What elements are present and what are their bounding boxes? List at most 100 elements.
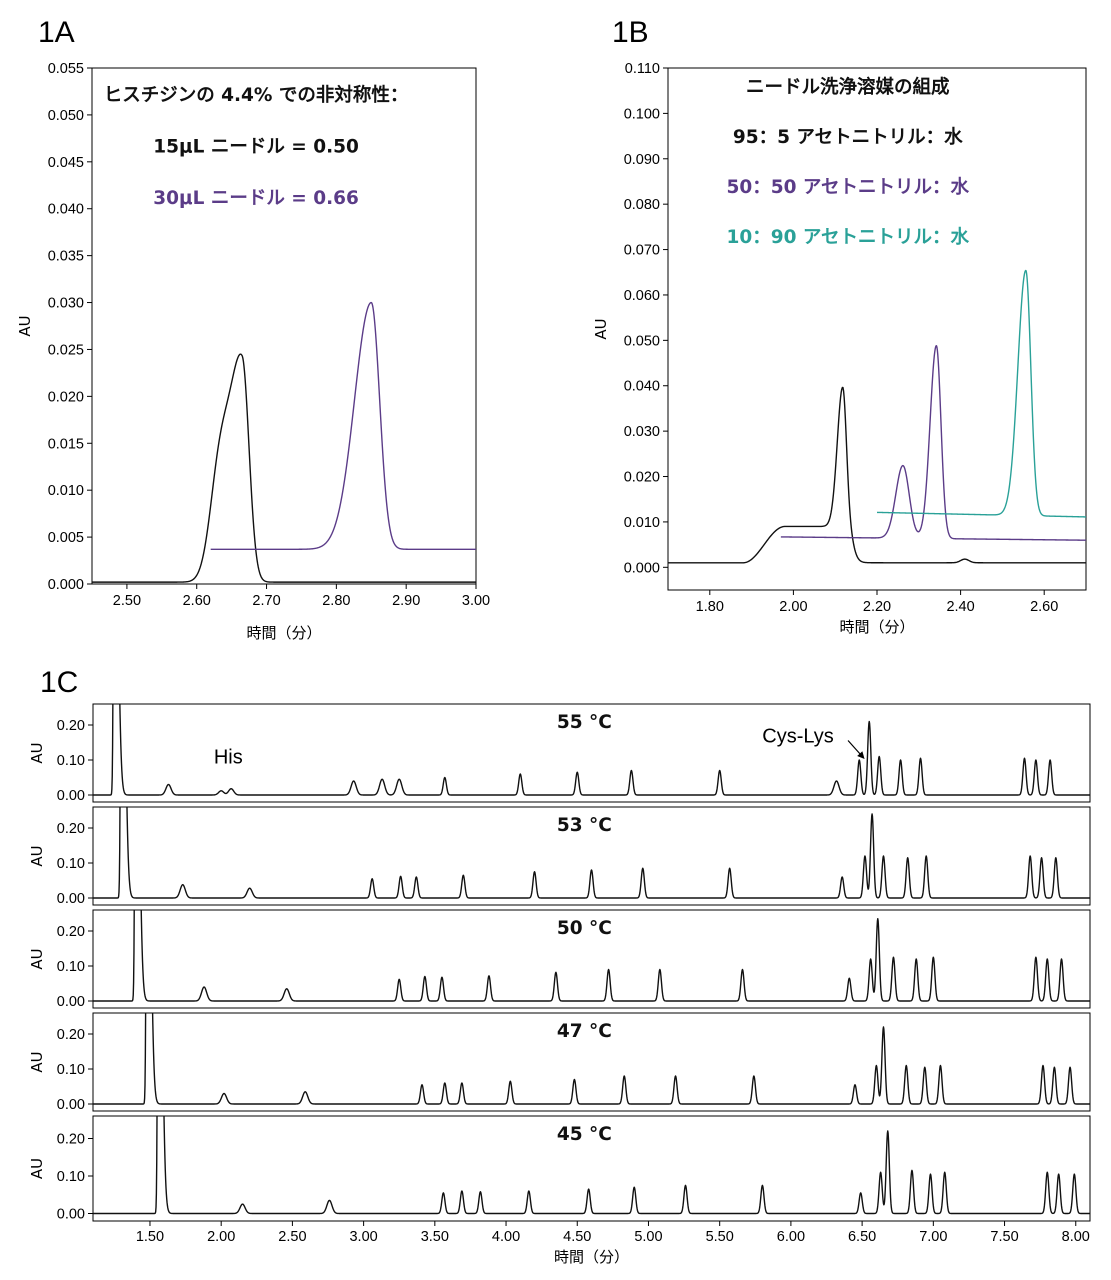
x-axis-label: 時間（分）: [246, 624, 321, 642]
y-axis-label: AU: [28, 742, 46, 763]
chart-1a: 1A 2.50 2.60 2.70 2.80 2.90 3.00 0.000 0.005 0.01…: [16, 16, 490, 642]
y-tick-label: 0.010: [624, 515, 660, 531]
x-tick-label: 2.80: [322, 593, 350, 609]
temperature-label: 53 °C: [557, 815, 612, 836]
strip-frame: [92, 806, 1091, 906]
y-tick-label: 0.050: [48, 108, 84, 124]
chromatogram-trace: [93, 807, 1090, 899]
y-tick-label: 0.020: [624, 470, 660, 486]
annotation-line-1: ヒスチジンの 4.4% での非対称性：: [104, 84, 409, 106]
plot-frame: [91, 67, 477, 585]
peak-arrow-head: [857, 751, 865, 759]
y-axis-label: AU: [16, 315, 34, 336]
series-trace-2: [210, 301, 477, 550]
chart-1b: 1B 1.80 2.00 2.20 2.40 2.60 0.000 0.010 0.020 0.0…: [592, 16, 1087, 636]
annotation-line-4: 10：90 アセトニトリル：水: [726, 226, 969, 248]
y-tick-label: 0.00: [57, 1207, 85, 1223]
x-tick-label: 4.00: [492, 1229, 520, 1245]
temperature-label: 45 °C: [557, 1124, 612, 1145]
x-tick-label: 7.50: [990, 1229, 1018, 1245]
x-tick-label: 2.00: [207, 1229, 235, 1245]
y-tick-label: 0.20: [57, 924, 85, 940]
y-tick-label: 0.015: [48, 436, 84, 452]
x-tick-label: 2.60: [1030, 599, 1058, 615]
annotation-line-3: 30μL ニードル = 0.66: [153, 188, 359, 209]
y-tick-label: 0.00: [57, 891, 85, 907]
y-tick-label: 0.040: [48, 202, 84, 218]
x-tick-label: 5.00: [634, 1229, 662, 1245]
chromatogram-strip-4: 0.00 0.10 0.20 AU 47 °C: [28, 1012, 1091, 1113]
chromatogram-trace: [93, 1013, 1090, 1105]
peak-name-label: Cys-Lys: [762, 726, 833, 748]
chromatogram-trace: [93, 910, 1090, 1002]
y-tick-label: 0.100: [624, 106, 660, 122]
strip-frame: [92, 1012, 1091, 1112]
panel-label-1b: 1B: [612, 16, 649, 49]
x-tick-label: 7.00: [919, 1229, 947, 1245]
chromatogram-strip-1: 0.00 0.10 0.20 AU 55 °C His Cys-Lys: [28, 703, 1091, 804]
y-tick-label: 0.20: [57, 718, 85, 734]
y-tick-label: 0.00: [57, 994, 85, 1010]
chromatogram-trace: [93, 1116, 1090, 1215]
y-tick-label: 0.00: [57, 788, 85, 804]
x-tick-label: 2.60: [183, 593, 211, 609]
y-axis-label: AU: [28, 1051, 46, 1072]
x-tick-label: 3.50: [421, 1229, 449, 1245]
y-tick-label: 0.10: [57, 1062, 85, 1078]
x-tick-label: 8.00: [1062, 1229, 1090, 1245]
x-tick-label: 3.00: [462, 593, 490, 609]
y-tick-label: 0.10: [57, 1169, 85, 1185]
y-tick-label: 0.005: [48, 530, 84, 546]
x-tick-label: 2.70: [252, 593, 280, 609]
x-axis-label: 時間（分）: [839, 618, 914, 636]
x-tick-label: 2.90: [392, 593, 420, 609]
chromatogram-strip-3: 0.00 0.10 0.20 AU 50 °C: [28, 909, 1091, 1010]
temperature-label: 47 °C: [557, 1021, 612, 1042]
strip-frame: [92, 703, 1091, 803]
y-tick-label: 0.055: [48, 61, 84, 77]
x-tick-label: 2.40: [946, 599, 974, 615]
annotation-line-2: 95：5 アセトニトリル：水: [733, 126, 963, 148]
y-tick-label: 0.000: [48, 577, 84, 593]
y-tick-label: 0.000: [624, 560, 660, 576]
annotation-line-2: 15μL ニードル = 0.50: [153, 136, 359, 157]
y-axis-label: AU: [28, 1158, 46, 1179]
y-tick-label: 0.110: [625, 61, 660, 77]
panel-label-1a: 1A: [38, 16, 75, 49]
y-tick-label: 0.10: [57, 753, 85, 769]
strip-frame: [92, 909, 1091, 1009]
x-tick-label: 6.00: [777, 1229, 805, 1245]
y-tick-label: 0.00: [57, 1097, 85, 1113]
x-tick-label: 2.50: [113, 593, 141, 609]
y-tick-label: 0.10: [57, 959, 85, 975]
y-tick-label: 0.10: [57, 856, 85, 872]
y-tick-label: 0.025: [48, 342, 84, 358]
x-tick-label: 2.20: [863, 599, 891, 615]
annotation-line-3: 50：50 アセトニトリル：水: [726, 176, 969, 198]
y-tick-label: 0.20: [57, 1132, 85, 1148]
series-trace-1: [667, 386, 1087, 564]
y-tick-label: 0.020: [48, 389, 84, 405]
series-trace-1: [91, 353, 477, 583]
peak-name-label: His: [214, 747, 243, 769]
x-tick-label: 4.50: [563, 1229, 591, 1245]
y-axis-label: AU: [28, 948, 46, 969]
x-tick-label: 2.50: [278, 1229, 306, 1245]
y-tick-label: 0.030: [624, 424, 660, 440]
y-tick-label: 0.040: [624, 379, 660, 395]
x-tick-label: 5.50: [706, 1229, 734, 1245]
series-trace-2: [780, 345, 1087, 541]
chromatogram-strip-5: 0.00 0.10 0.20 AU 45 °C: [28, 1115, 1091, 1223]
strip-frame: [92, 1115, 1091, 1222]
y-tick-label: 0.20: [57, 821, 85, 837]
panel-label-1c: 1C: [40, 666, 78, 699]
x-tick-label: 3.00: [349, 1229, 377, 1245]
temperature-label: 55 °C: [557, 712, 612, 733]
annotation-line-1: ニードル洗浄溶媒の組成: [746, 76, 950, 98]
y-tick-label: 0.090: [624, 152, 660, 168]
chromatogram-strip-2: 0.00 0.10 0.20 AU 53 °C: [28, 806, 1091, 907]
y-tick-label: 0.20: [57, 1027, 85, 1043]
x-tick-label: 1.80: [696, 599, 724, 615]
